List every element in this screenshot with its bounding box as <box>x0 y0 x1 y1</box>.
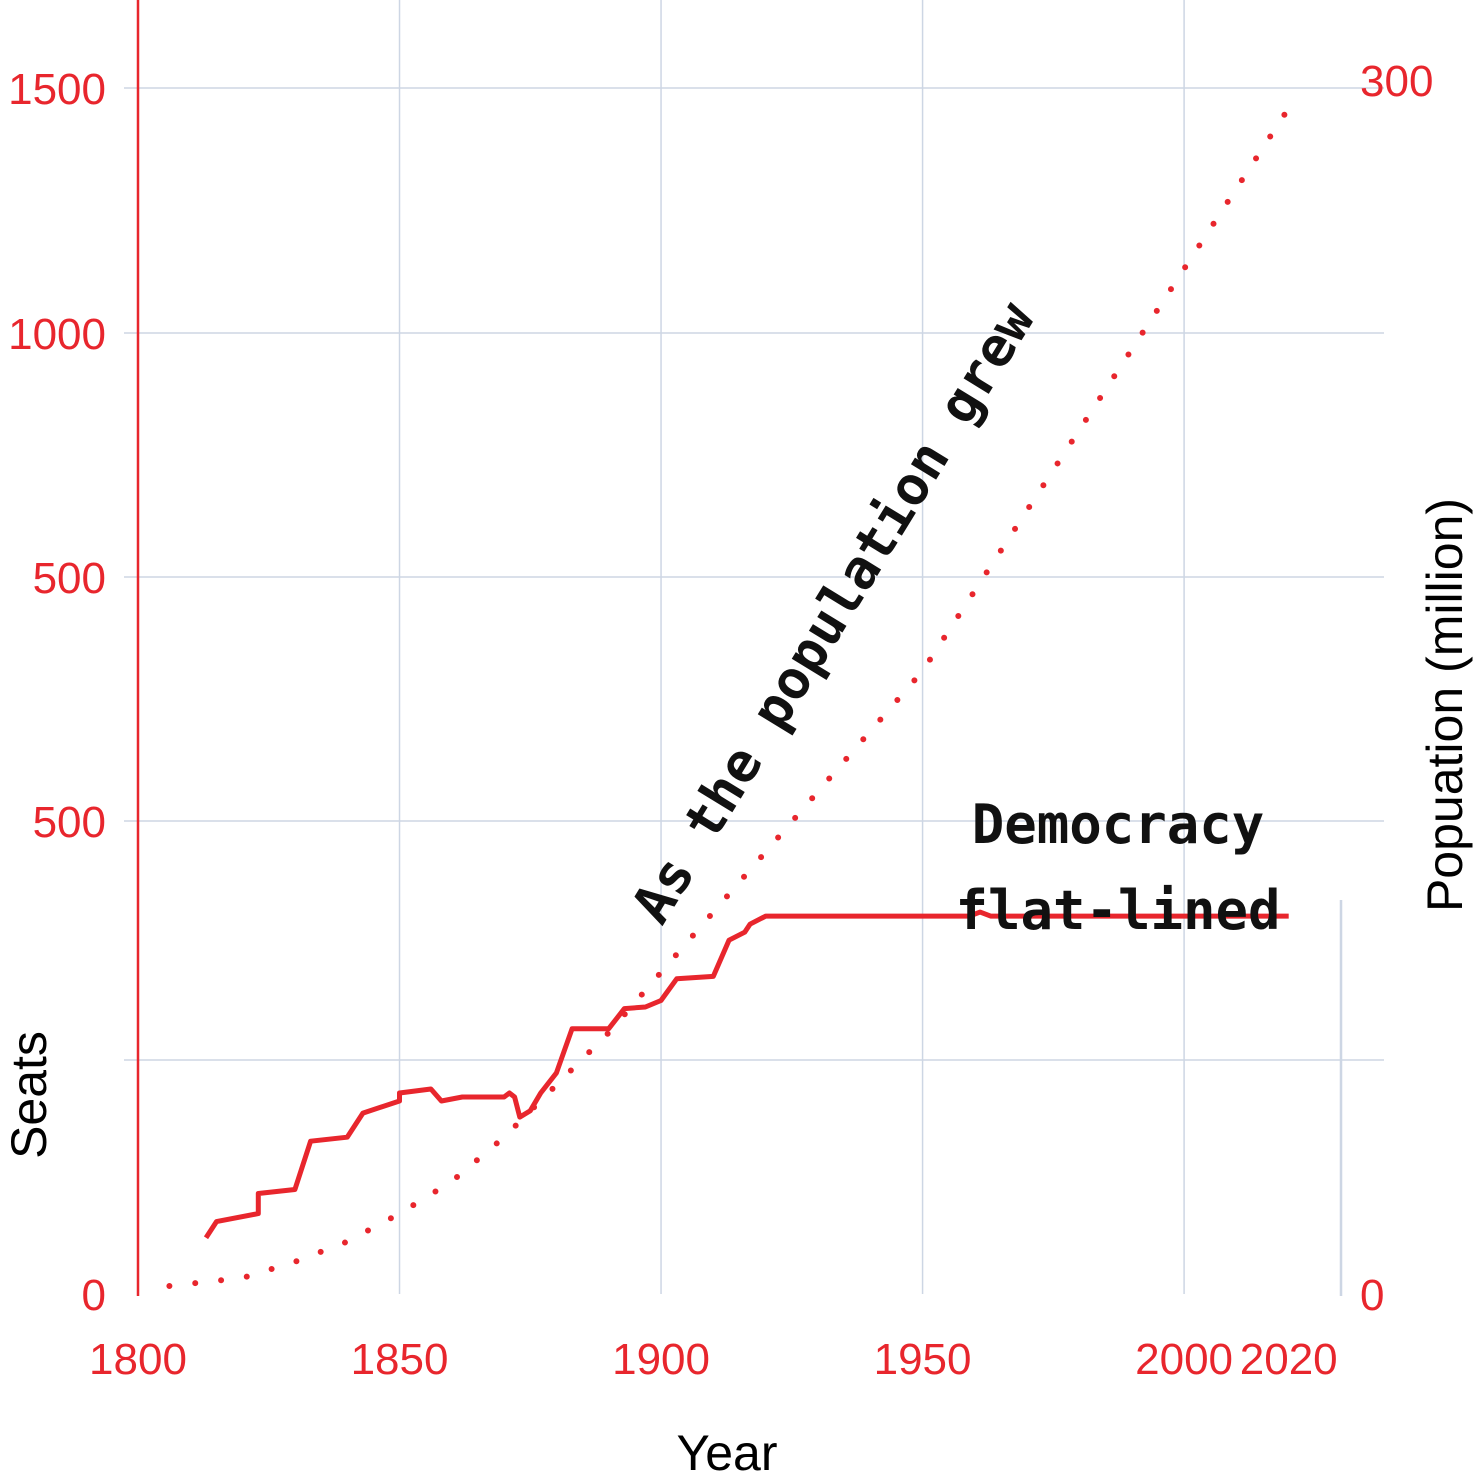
seats-series-line <box>203 909 1289 1240</box>
right-y-tick-label: 0 <box>1360 1271 1384 1320</box>
axes <box>136 0 1343 1296</box>
left-axis-title: Seats <box>1 1031 57 1159</box>
left-y-tick-label: 500 <box>33 554 106 603</box>
tick-labels: 1800 1850 1900 1950 2000 2020 1500 1000 500 500 0 3… <box>8 57 1433 1384</box>
annotation-flat-lined: flat-lined <box>955 879 1280 942</box>
x-tick-label: 1950 <box>874 1335 972 1384</box>
series-layer <box>166 105 1292 1289</box>
x-tick-label: 1800 <box>89 1335 187 1384</box>
left-y-tick-label: 500 <box>33 798 106 847</box>
x-tick-label: 1900 <box>612 1335 710 1384</box>
right-axis-title: Popuation (million) <box>1417 498 1473 912</box>
population-series-line <box>166 105 1292 1289</box>
x-axis-title: Year <box>676 1425 777 1475</box>
left-y-tick-label: 0 <box>82 1271 106 1320</box>
right-y-tick-label: 300 <box>1360 57 1433 106</box>
x-tick-label: 2000 <box>1135 1335 1233 1384</box>
x-tick-label: 2020 <box>1240 1335 1338 1384</box>
x-tick-label: 1850 <box>351 1335 449 1384</box>
annotation-democracy: Democracy <box>972 793 1265 856</box>
left-y-tick-label: 1000 <box>8 310 106 359</box>
left-y-tick-label: 1500 <box>8 65 106 114</box>
grid-lines <box>124 0 1384 1294</box>
